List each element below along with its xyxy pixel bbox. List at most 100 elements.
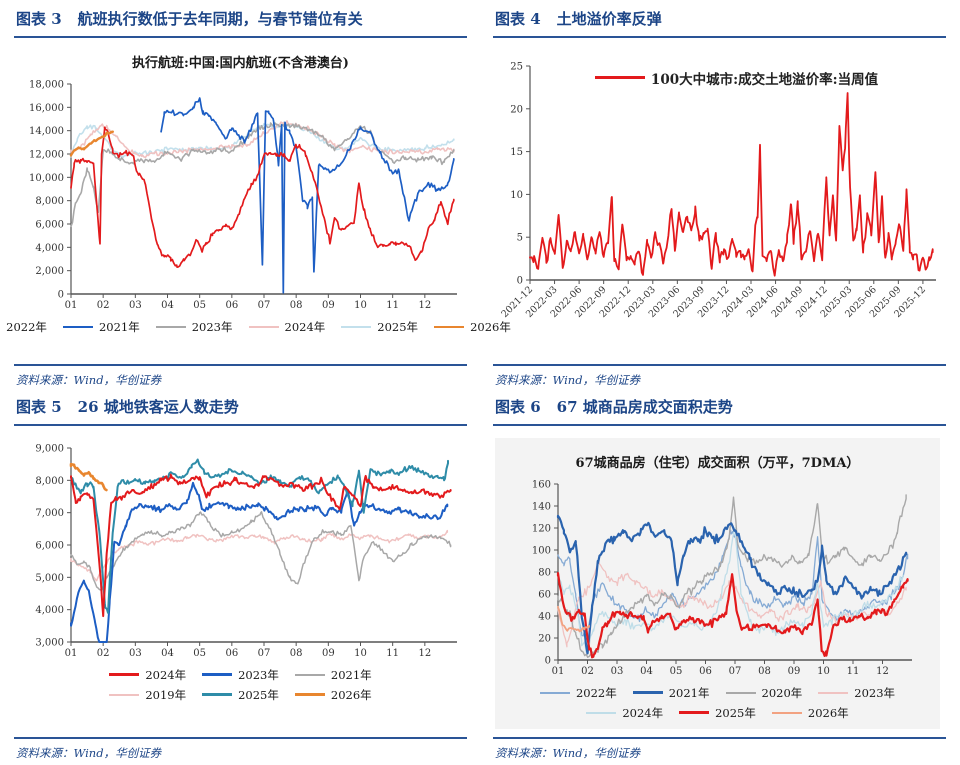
svg-text:09: 09 — [787, 666, 800, 677]
flights-chart-legend: 2022年 2021年 2023年 2024年 2025年 2026年 — [0, 319, 511, 335]
legend-swatch — [594, 76, 645, 80]
legend-item: 2021年 — [294, 667, 372, 683]
legend-item: 2021年 — [632, 685, 710, 701]
svg-text:08: 08 — [758, 666, 771, 677]
legend-row: 100大中城市:成交土地溢价率:当周值 — [533, 68, 940, 88]
svg-text:06: 06 — [699, 666, 712, 677]
legend-item: 2025年 — [679, 705, 756, 721]
legend-label: 2026年 — [470, 319, 511, 334]
svg-text:12: 12 — [418, 300, 431, 311]
legend-label: 2022年 — [6, 319, 47, 334]
legend-swatch — [341, 325, 372, 328]
svg-text:4,000: 4,000 — [35, 243, 64, 254]
legend-label: 2025年 — [715, 705, 756, 720]
housing-chart-legend: 2022年 2021年 2020年 2023年 2024年 2025年 2026年 — [499, 685, 936, 721]
svg-text:20: 20 — [510, 104, 523, 115]
svg-text:10: 10 — [354, 648, 367, 659]
legend-item: 2021年 — [62, 319, 140, 335]
legend-swatch — [679, 711, 710, 715]
svg-text:02: 02 — [96, 300, 109, 311]
land-premium-chart-card: 0 5 10 15 20 25 2021-12 2022-03 2022-06 2022-09 20… — [493, 48, 946, 360]
figure-block-4: 图表 4 土地溢价率反弹 0 5 10 15 20 25 2021-12 2022-03 202… — [493, 8, 946, 390]
svg-text:15: 15 — [510, 147, 523, 158]
svg-text:01: 01 — [64, 300, 77, 311]
legend-label: 2023年 — [854, 685, 896, 700]
legend-label: 100大中城市:成交土地溢价率:当周值 — [650, 71, 879, 88]
svg-text:0: 0 — [544, 655, 550, 666]
housing-line-chart: 0 20 40 60 80 100 120 140 160 01 02 03 04 05 06 07 08 09 1… — [531, 479, 912, 677]
svg-text:05: 05 — [669, 666, 682, 677]
legend-label: 2021年 — [668, 685, 710, 700]
svg-text:8,000: 8,000 — [35, 476, 64, 487]
legend-swatch — [434, 325, 465, 328]
figure-5-header: 图表 5 26 城地铁客运人数走势 — [14, 396, 467, 426]
land-premium-chart-legend: 100大中城市:成交土地溢价率:当周值 — [533, 68, 940, 88]
svg-text:07: 07 — [257, 300, 270, 311]
figure-3-header: 图表 3 航班执行数低于去年同期，与春节错位有关 — [14, 8, 467, 38]
figure-3-label: 图表 3 — [16, 10, 62, 28]
svg-text:5,000: 5,000 — [35, 573, 64, 584]
svg-text:04: 04 — [640, 666, 653, 677]
svg-text:03: 03 — [128, 300, 141, 311]
svg-text:04: 04 — [161, 300, 174, 311]
figure-6-label: 图表 6 — [495, 398, 541, 416]
svg-text:05: 05 — [193, 300, 206, 311]
svg-text:10: 10 — [817, 666, 830, 677]
divider — [14, 736, 467, 739]
svg-text:100: 100 — [531, 545, 550, 556]
legend-item: 2023年 — [818, 685, 895, 701]
legend-label: 2024年 — [145, 667, 187, 682]
land-premium-line-chart: 05101520252021-122022-032022-062022-0920… — [499, 61, 936, 320]
svg-text:6,000: 6,000 — [35, 219, 64, 230]
legend-item: 2024年 — [586, 705, 663, 721]
svg-text:12: 12 — [418, 648, 431, 659]
legend-swatch — [155, 325, 186, 328]
svg-text:10: 10 — [510, 190, 523, 201]
legend-swatch — [294, 693, 325, 697]
svg-text:5: 5 — [516, 232, 522, 243]
legend-item: 2025年 — [202, 687, 279, 703]
legend-swatch — [202, 673, 233, 677]
legend-swatch — [248, 325, 279, 328]
svg-text:12,000: 12,000 — [29, 149, 64, 160]
flights-chart-inner-title: 执行航班:中国:国内航班(不含港澳台) — [132, 55, 349, 71]
legend-label: 2025年 — [238, 687, 279, 702]
legend-label: 2023年 — [238, 667, 279, 682]
figure-6-title: 67 城商品房成交面积走势 — [556, 398, 733, 416]
figure-block-3: 图表 3 航班执行数低于去年同期，与春节错位有关 执行航班:中国:国内航班(不含… — [0, 8, 511, 390]
svg-text:08: 08 — [289, 300, 302, 311]
svg-text:12: 12 — [876, 666, 889, 677]
svg-text:60: 60 — [538, 589, 551, 600]
legend-swatch — [771, 711, 802, 714]
legend-item: 2024年 — [109, 667, 186, 683]
legend-swatch — [586, 711, 617, 714]
svg-text:25: 25 — [510, 61, 523, 72]
svg-text:0: 0 — [57, 289, 63, 300]
svg-text:07: 07 — [728, 666, 741, 677]
svg-text:10,000: 10,000 — [29, 173, 64, 184]
legend-item: 2019年 — [109, 687, 186, 703]
legend-item: 2022年 — [539, 685, 617, 701]
svg-text:2,000: 2,000 — [35, 266, 64, 277]
legend-swatch — [294, 673, 325, 676]
flights-line-chart: 0 2,000 4,000 6,000 8,000 10,000 12,000 14,000 1… — [29, 79, 457, 311]
housing-chart-inner-title: 67城商品房（住宅）成交面积（万平，7DMA） — [575, 455, 860, 471]
svg-text:02: 02 — [96, 648, 109, 659]
svg-text:160: 160 — [531, 479, 550, 490]
flights-chart-card: 执行航班:中国:国内航班(不含港澳台) 0 2,000 4,000 6,000 8,00… — [0, 48, 511, 360]
legend-item: 2024年 — [248, 319, 326, 335]
legend-label: 2024年 — [622, 705, 664, 720]
svg-text:120: 120 — [531, 523, 550, 534]
legend-swatch — [725, 691, 756, 694]
legend-row: 2024年 2023年 2021年 — [14, 667, 467, 683]
legend-item: 2025年 — [341, 319, 418, 335]
legend-label: 2024年 — [284, 319, 326, 334]
figure-4-label: 图表 4 — [495, 10, 541, 28]
svg-text:11: 11 — [386, 648, 399, 659]
figure-3-title: 航班执行数低于去年同期，与春节错位有关 — [77, 10, 363, 28]
legend-label: 2021年 — [330, 667, 372, 682]
svg-text:03: 03 — [128, 648, 141, 659]
svg-text:01: 01 — [551, 666, 564, 677]
legend-item: 2023年 — [155, 319, 233, 335]
